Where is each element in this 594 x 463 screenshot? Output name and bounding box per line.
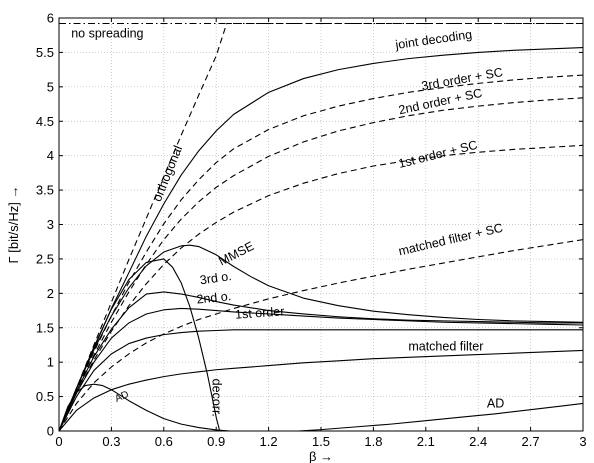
- curve-label-5: 1st order + SC: [397, 138, 479, 171]
- y-tick-label: 4: [47, 148, 54, 163]
- series-line-7: [58, 239, 584, 432]
- x-tick-label: 2.7: [522, 434, 540, 449]
- y-tick-label: 4.5: [36, 114, 54, 129]
- x-tick-label: 1.5: [312, 434, 330, 449]
- curve-label-13: decorr.: [210, 379, 224, 417]
- series-line-11: [58, 329, 583, 432]
- series-lines: [58, 22, 584, 432]
- series-line-2: [58, 22, 583, 432]
- curve-label-10: 2nd o.: [196, 289, 232, 307]
- x-tick-label: 0: [55, 434, 62, 449]
- x-tick-label: 2.4: [469, 434, 487, 449]
- series-line-12: [58, 349, 584, 432]
- curve-label-6: matched filter + SC: [397, 221, 504, 259]
- y-tick-label: 6: [47, 11, 54, 26]
- y-tick-label: 3.5: [36, 183, 54, 198]
- y-tick-label: 5: [47, 79, 54, 94]
- curve-label-9: 3rd o.: [199, 269, 233, 287]
- curve-label-4: 2nd order + SC: [397, 86, 483, 117]
- y-tick-label: 0.5: [36, 389, 54, 404]
- series-line-9: [58, 291, 583, 432]
- y-tick-label: 1.5: [36, 320, 54, 335]
- x-tick-label: 1.2: [260, 434, 278, 449]
- axis-ticks: 0 0.3 0.6 0.9 1.2 1.5 1.8 2.1 2.4 2.7 3 0 0.5 1 1.5 2 2.…: [36, 11, 587, 450]
- x-tick-label: 2.1: [417, 434, 435, 449]
- curve-label-14: AD: [487, 397, 504, 411]
- grid-lines: [59, 18, 583, 431]
- y-tick-label: 0: [47, 424, 54, 439]
- y-tick-label: 3: [47, 217, 54, 232]
- curve-label-8: MMSE: [216, 239, 256, 268]
- series-line-15: [298, 402, 584, 432]
- curve-label-12: matched filter: [408, 339, 483, 353]
- x-tick-label: 0.9: [207, 434, 225, 449]
- curve-label-7: orthogonal: [150, 144, 185, 204]
- series-line-14: [58, 383, 231, 432]
- curve-label-2: joint decoding: [394, 27, 473, 52]
- y-tick-label: 2: [47, 286, 54, 301]
- curve-label-11: 1st order: [235, 304, 285, 321]
- series-line-5: [58, 97, 584, 432]
- curve-label-15: AD: [113, 389, 130, 405]
- y-tick-label: 5.5: [36, 45, 54, 60]
- x-tick-label: 3: [579, 434, 586, 449]
- series-line-3: [58, 47, 584, 432]
- x-tick-label: 1.8: [364, 434, 382, 449]
- x-tick-label: 0.3: [102, 434, 120, 449]
- x-tick-label: 0.6: [155, 434, 173, 449]
- series-line-4: [58, 74, 584, 432]
- y-axis-label: Γ [bit/s/Hz] →: [6, 186, 21, 264]
- x-axis-label: β →: [309, 449, 333, 463]
- curve-label-1: no spreading: [71, 26, 143, 40]
- y-tick-label: 1: [47, 355, 54, 370]
- series-line-8: [58, 244, 584, 432]
- series-line-10: [58, 307, 584, 432]
- series-line-13: [58, 258, 221, 432]
- y-tick-label: 2.5: [36, 251, 54, 266]
